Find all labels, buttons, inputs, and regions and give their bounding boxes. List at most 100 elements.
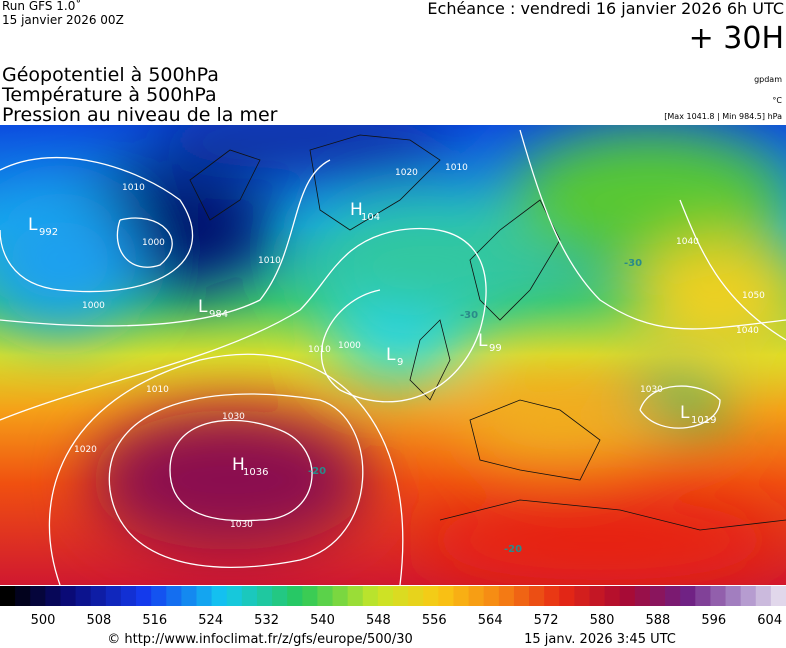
colorbar-label: 580 [590, 613, 615, 628]
colorbar-cell [559, 586, 575, 606]
isobar-label: 1010 [308, 345, 331, 355]
colorbar-label: 532 [254, 613, 279, 628]
isobar-label: 1030 [230, 520, 253, 530]
colorbar-label: 572 [534, 613, 559, 628]
colorbar-cell [695, 586, 711, 606]
pressure-center-letter: L [198, 297, 208, 317]
colorbar-cell [619, 586, 636, 606]
colorbar-cell [634, 586, 651, 606]
unit-geopotential: gpdam [754, 75, 782, 84]
temperature-label: -20 [504, 544, 522, 555]
colorbar-cell [710, 586, 727, 606]
colorbar-label: 524 [198, 613, 223, 628]
colorbar-cell [196, 586, 213, 606]
colorbar-cell [15, 586, 31, 606]
pressure-center-letter: L [28, 215, 38, 235]
isobar-label: 1010 [122, 183, 145, 193]
colorbar-cell [347, 586, 364, 606]
colorbar-cell [90, 586, 107, 606]
source-url: © http://www.infoclimat.fr/z/gfs/europe/… [107, 632, 413, 647]
colorbar-cell [151, 586, 167, 606]
colorbar-label: 556 [422, 613, 447, 628]
pressure-center-letter: H [232, 455, 245, 475]
colorbar-label: 588 [645, 613, 670, 628]
isobar-label: 1020 [395, 168, 418, 178]
colorbar-cell [287, 586, 303, 606]
colorbar-cell [544, 586, 560, 606]
colorbar-cell [725, 586, 742, 606]
title-geopotential: Géopotentiel à 500hPa [2, 64, 219, 86]
colorbar-cell [740, 586, 757, 606]
pressure-center-value: 9 [397, 357, 403, 368]
colorbar-cell [45, 586, 61, 606]
run-date: 15 janvier 2026 00Z [2, 13, 124, 27]
isobar-label: 1030 [640, 385, 663, 395]
run-label: Run GFS 1.0˚ [2, 0, 81, 13]
colorbar-cell [302, 586, 318, 606]
forecast-time: Echéance : vendredi 16 janvier 2026 6h U… [427, 0, 784, 18]
colorbar-label: 508 [86, 613, 111, 628]
colorbar-cell [120, 586, 137, 606]
pressure-center-value: 992 [39, 227, 58, 238]
colorbar-cell [332, 586, 349, 606]
colorbar-cell [604, 586, 621, 606]
isobar-label: 1010 [445, 163, 468, 173]
colorbar-cell [649, 586, 666, 606]
map [0, 125, 786, 585]
pressure-center-value: 1019 [691, 415, 716, 426]
title-temperature: Température à 500hPa [1, 84, 217, 106]
colorbar-cell [453, 586, 470, 606]
colorbar-cell [377, 586, 394, 606]
colorbar-label: 596 [701, 613, 726, 628]
pressure-center-letter: L [386, 345, 396, 365]
pressure-center-letter: H [350, 200, 363, 220]
isobar-label: 1000 [338, 341, 361, 351]
colorbar-cell [468, 586, 485, 606]
unit-temperature: °C [772, 96, 782, 105]
isobar-label: 1010 [258, 256, 281, 266]
colorbar-cell [483, 586, 500, 606]
colorbar-label: 604 [757, 613, 782, 628]
isobar-label: 1010 [146, 385, 169, 395]
colorbar-cell [408, 586, 424, 606]
colorbar-cell [0, 586, 16, 606]
pressure-center-letter: L [478, 331, 488, 351]
temperature-label: -20 [308, 466, 326, 477]
colorbar-cell [30, 586, 46, 606]
colorbar-cell [75, 586, 92, 606]
colorbar-label: 548 [366, 613, 391, 628]
pressure-center-value: 104 [361, 212, 380, 223]
colorbar-label: 500 [31, 613, 56, 628]
colorbar-cell [317, 586, 334, 606]
colorbar-cell [272, 586, 288, 606]
isobar-label: 1000 [82, 301, 105, 311]
colorbar-cell [498, 586, 515, 606]
pressure-center-letter: L [680, 403, 690, 423]
colorbar-cell [226, 586, 243, 606]
colorbar-cell [393, 586, 409, 606]
colorbar-cell [211, 586, 228, 606]
colorbar-cell [438, 586, 454, 606]
colorbar-cell [181, 586, 197, 606]
colorbar-cell [665, 586, 681, 606]
colorbar-cell [256, 586, 273, 606]
isobar-label: 1020 [74, 445, 97, 455]
colorbar-cell [574, 586, 590, 606]
colorbar-cell [513, 586, 530, 606]
colorbar [0, 586, 786, 606]
isobar-label: 1030 [222, 412, 245, 422]
colorbar-cell [362, 586, 379, 606]
colorbar-label: 540 [310, 613, 335, 628]
colorbar-cell [166, 586, 182, 606]
colorbar-cell [680, 586, 696, 606]
isobar-label: 1050 [742, 291, 765, 301]
colorbar-cell [105, 586, 122, 606]
temperature-label: -30 [460, 310, 478, 321]
unit-pressure: [Max 1041.8 | Min 984.5] hPa [664, 112, 782, 121]
lead-time: + 30H [689, 21, 784, 56]
colorbar-cell [423, 586, 439, 606]
isobar-label: 1040 [736, 326, 759, 336]
colorbar-cell [241, 586, 258, 606]
pressure-center-value: 984 [209, 309, 228, 320]
